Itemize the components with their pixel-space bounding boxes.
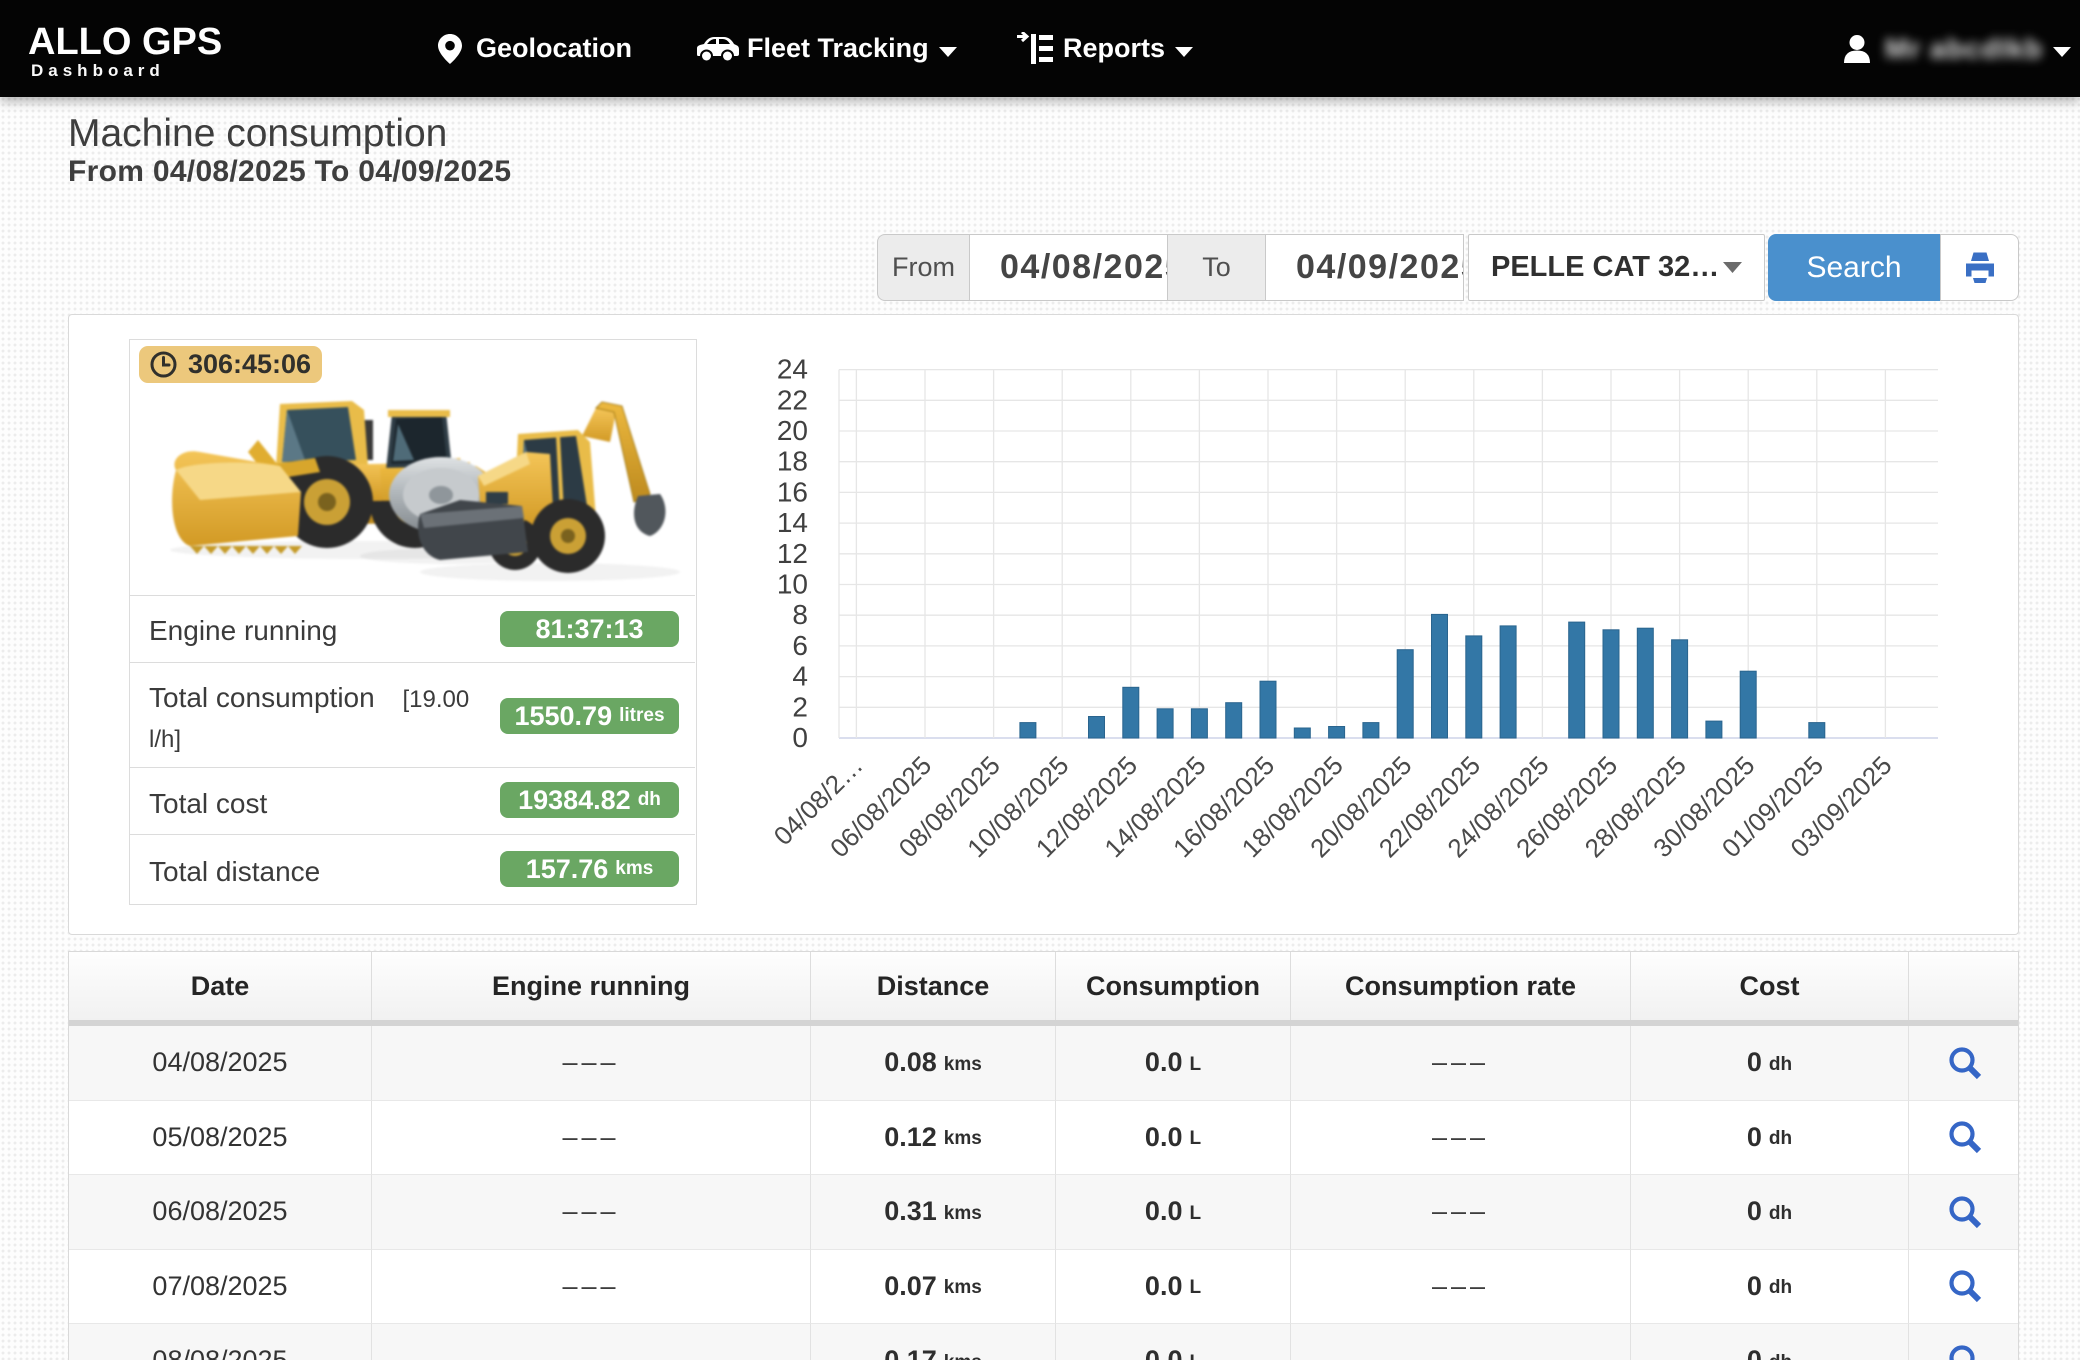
svg-text:0: 0 xyxy=(792,722,808,753)
svg-text:14: 14 xyxy=(777,507,808,538)
svg-text:20: 20 xyxy=(777,415,808,446)
svg-text:16: 16 xyxy=(777,476,808,507)
svg-text:18: 18 xyxy=(777,446,808,477)
svg-text:12: 12 xyxy=(777,538,808,569)
svg-text:10: 10 xyxy=(777,569,808,600)
svg-text:6: 6 xyxy=(792,630,808,661)
svg-text:24: 24 xyxy=(777,354,808,385)
svg-text:8: 8 xyxy=(792,599,808,630)
svg-text:4: 4 xyxy=(792,661,808,692)
svg-text:22: 22 xyxy=(777,384,808,415)
svg-text:2: 2 xyxy=(792,691,808,722)
